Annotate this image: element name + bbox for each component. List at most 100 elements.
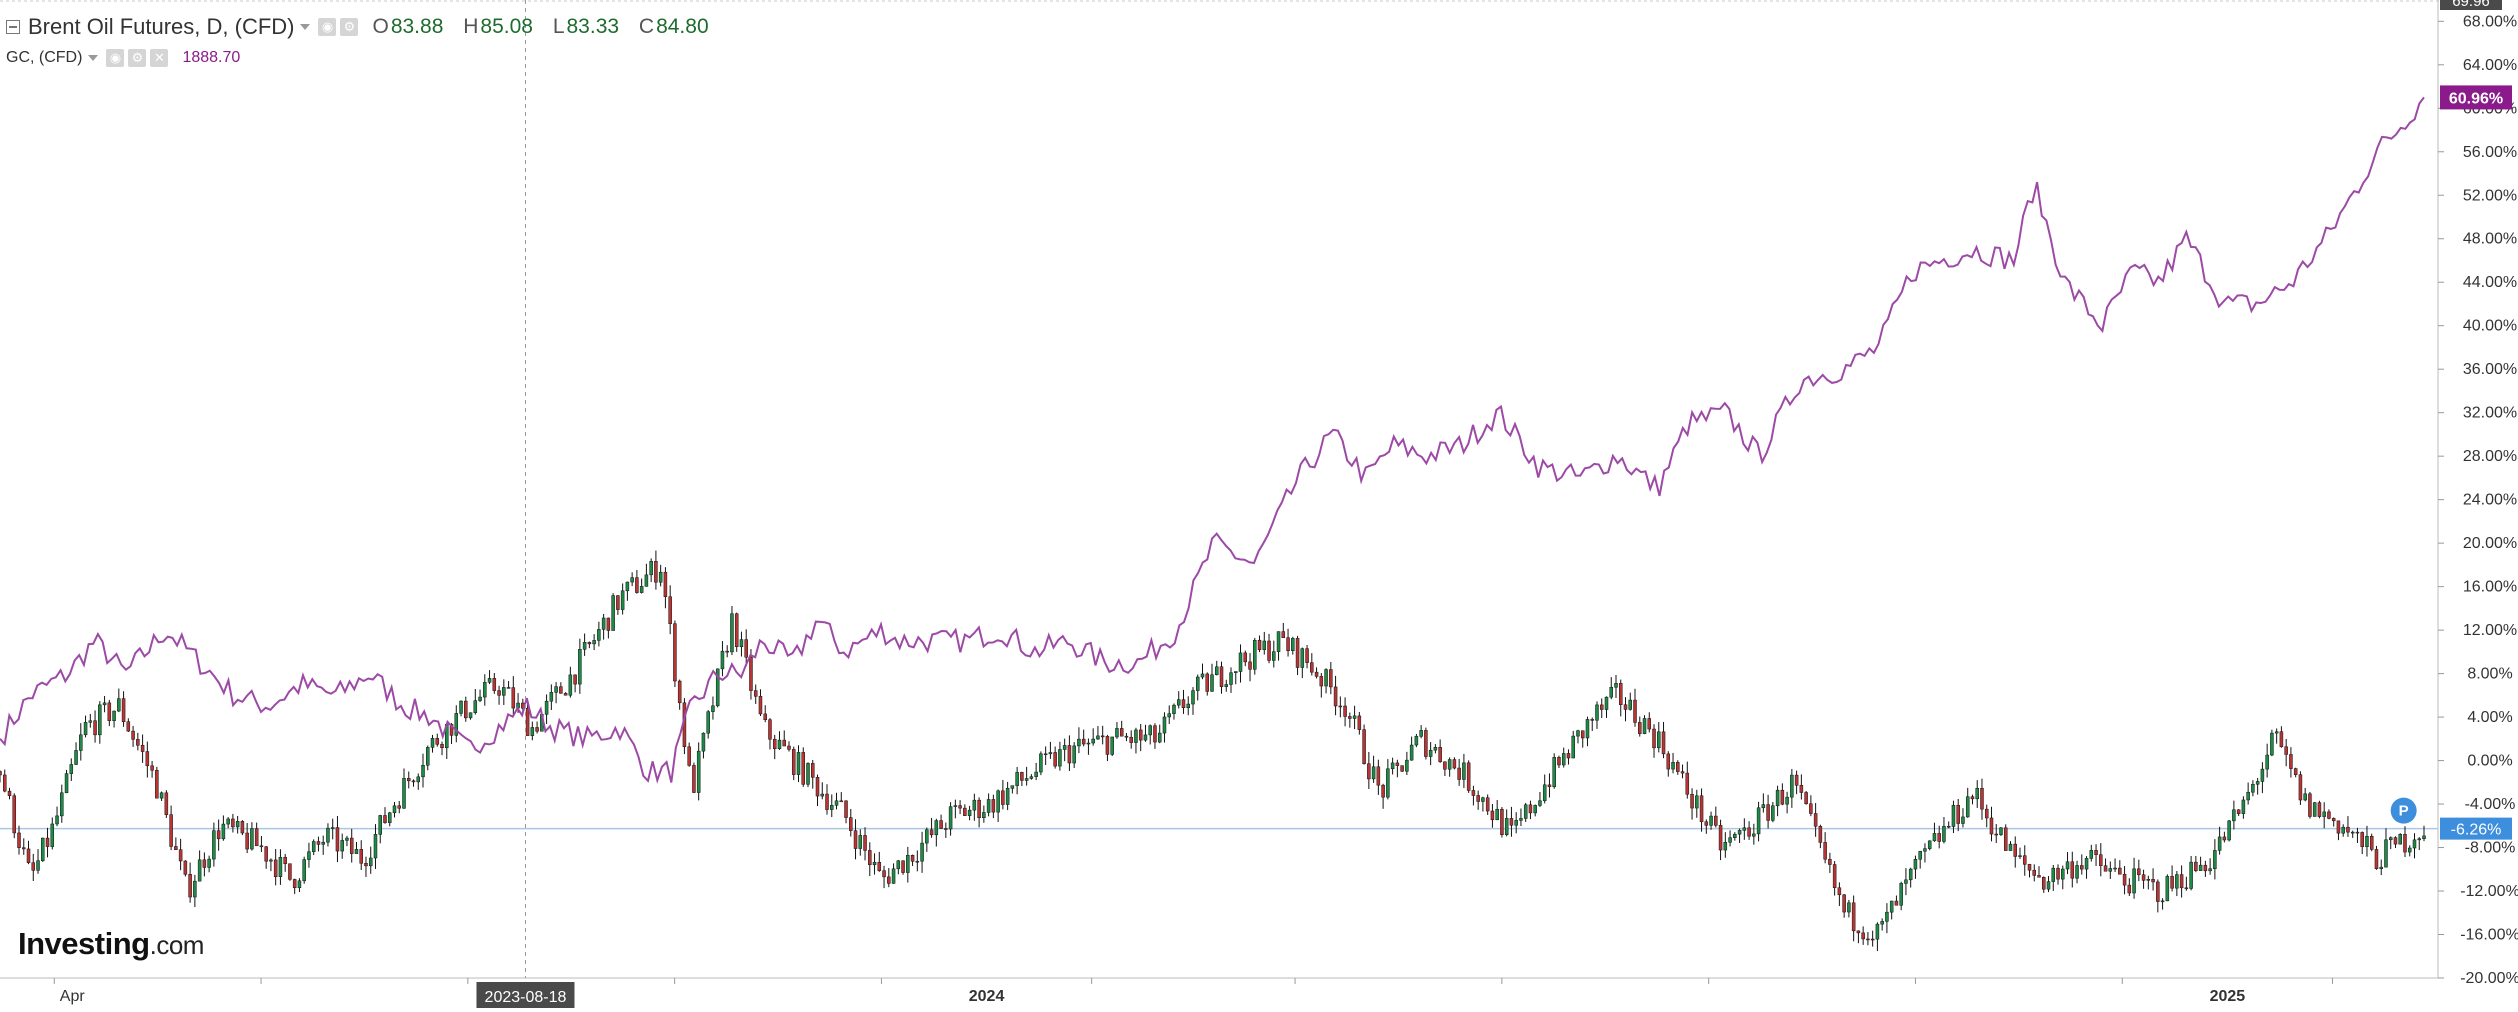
candle: [2018, 847, 2022, 860]
price-axis-label: 24.00%: [2463, 492, 2517, 509]
candle: [606, 617, 611, 639]
candle: [620, 583, 625, 615]
chevron-down-icon[interactable]: [88, 55, 99, 61]
candle: [2217, 826, 2222, 855]
candle: [1157, 724, 1162, 744]
candle: [330, 818, 335, 840]
candle: [1333, 675, 1338, 716]
candle: [169, 805, 173, 851]
compare-series-title[interactable]: GC, (CFD): [6, 49, 83, 66]
candle: [725, 645, 729, 658]
candle: [2008, 841, 2013, 851]
price-axis[interactable]: 68.00%64.00%60.00%56.00%52.00%48.00%44.0…: [2438, 13, 2518, 987]
candle: [578, 638, 582, 694]
candle: [1381, 783, 1385, 809]
candle: [1561, 747, 1566, 768]
candle: [1414, 733, 1419, 748]
eye-icon[interactable]: ◉: [318, 18, 337, 36]
candle: [345, 835, 349, 847]
candle: [7, 787, 12, 800]
candle: [1523, 802, 1528, 822]
candle: [1951, 800, 1956, 834]
candle: [1699, 788, 1704, 832]
candle: [264, 845, 268, 869]
candle: [283, 853, 287, 872]
candle: [2284, 739, 2288, 767]
eye-icon[interactable]: ◉: [106, 49, 125, 67]
candle: [117, 688, 121, 713]
candle: [2322, 802, 2326, 829]
candle: [1680, 764, 1685, 779]
candle: [2160, 898, 2165, 910]
candle: [1861, 926, 1865, 945]
candle: [1348, 712, 1352, 728]
candle: [2407, 845, 2412, 857]
candle: [1338, 696, 1343, 718]
candle: [1086, 738, 1091, 755]
close-icon[interactable]: ✕: [150, 49, 169, 67]
candle: [815, 774, 820, 807]
price-axis-label: 48.00%: [2463, 231, 2517, 248]
candle: [2270, 729, 2274, 757]
candle: [2184, 876, 2189, 891]
candle: [777, 731, 782, 750]
candle: [235, 815, 240, 834]
candle: [2403, 826, 2407, 858]
candle: [1310, 653, 1314, 676]
time-axis-label: 2025: [2210, 988, 2246, 1005]
candle: [1685, 761, 1690, 799]
candle: [2156, 879, 2160, 913]
candle: [41, 837, 45, 862]
candle: [483, 674, 487, 706]
candle: [64, 769, 69, 794]
chevron-down-icon[interactable]: [300, 24, 311, 30]
candle: [1053, 746, 1057, 769]
main-series-title[interactable]: Brent Oil Futures, D, (CFD): [28, 14, 295, 39]
candle: [649, 558, 653, 583]
candle: [2051, 864, 2056, 891]
candle: [844, 800, 848, 824]
candle: [2365, 825, 2369, 857]
candle: [2075, 860, 2079, 884]
candle: [953, 799, 958, 819]
candle: [1519, 808, 1523, 827]
candle: [1343, 697, 1347, 727]
candle: [2056, 864, 2060, 885]
candle: [2222, 831, 2227, 843]
candle: [411, 779, 416, 787]
candle: [2255, 777, 2260, 795]
gear-icon[interactable]: ⚙: [128, 49, 147, 67]
candle: [2350, 830, 2355, 838]
candle: [796, 745, 801, 783]
candle: [744, 629, 748, 667]
candle: [387, 811, 392, 827]
candle: [98, 701, 102, 744]
candle: [1633, 688, 1637, 727]
candle: [36, 849, 40, 874]
candle: [1794, 770, 1799, 795]
candle: [749, 649, 753, 700]
candle: [1119, 720, 1124, 737]
price-axis-label: 32.00%: [2463, 405, 2517, 422]
candle: [55, 806, 59, 827]
candle: [1595, 701, 1599, 729]
price-marker-p[interactable]: P: [2390, 797, 2417, 824]
candle: [868, 842, 872, 877]
candle: [2084, 856, 2089, 879]
candle: [772, 734, 777, 760]
price-axis-label: 8.00%: [2467, 666, 2512, 683]
candle: [464, 696, 468, 722]
time-axis[interactable]: Apr 2024 2025: [53, 978, 2333, 1005]
candle: [2037, 866, 2041, 878]
candle: [1210, 663, 1214, 692]
collapse-legend-icon[interactable]: [6, 20, 20, 34]
candle: [530, 721, 535, 741]
gear-icon[interactable]: ⚙: [340, 18, 359, 36]
price-axis-label: -8.00%: [2465, 840, 2516, 857]
candle: [2065, 852, 2070, 875]
candle: [497, 685, 501, 705]
candle: [1742, 818, 1747, 840]
candle: [221, 815, 226, 841]
candle: [582, 633, 587, 656]
